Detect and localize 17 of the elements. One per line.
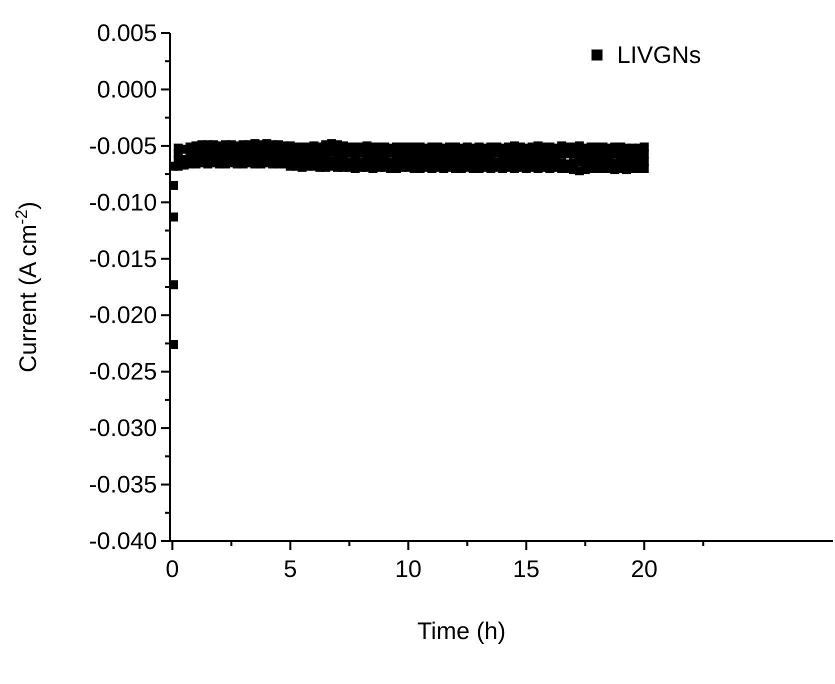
y-tick-label: 0.005 [96,20,157,47]
y-tick-label: 0.000 [96,76,157,104]
y-tick-label: -0.010 [88,189,157,216]
y-tick-label: -0.015 [88,246,157,273]
y-tick-label: -0.005 [88,132,157,160]
y-tick-label: -0.040 [88,528,157,555]
y-tick-label: -0.035 [88,472,157,499]
y-tick-label: -0.030 [88,415,157,442]
y-tick-label: -0.020 [88,302,157,330]
x-tick-label: 10 [394,556,422,583]
legend-label: LIVGNs [617,42,702,69]
x-tick-label: 0 [166,556,180,583]
x-axis-title: Time (h) [417,618,506,645]
x-tick-label: 15 [512,556,540,583]
x-tick-label: 5 [284,556,298,583]
x-tick-label: 20 [630,556,658,583]
y-tick-label: -0.025 [88,358,157,386]
